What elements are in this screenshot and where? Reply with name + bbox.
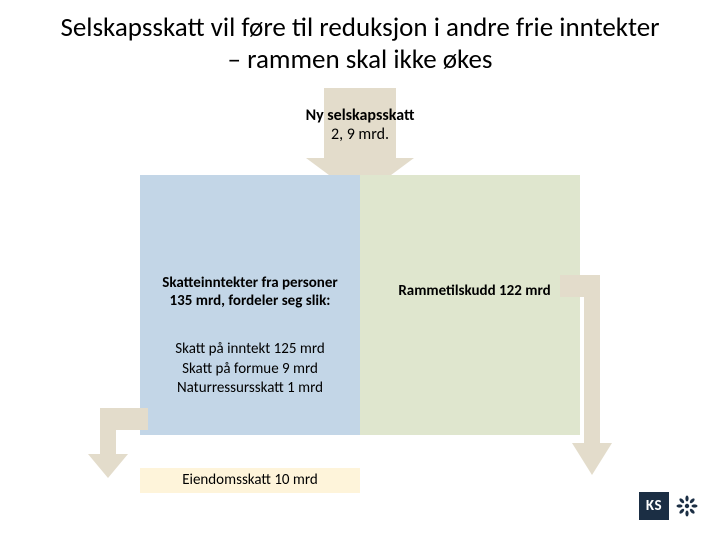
rosette-icon xyxy=(675,494,699,518)
left-box-lines: Skatt på inntekt 125 mrd Skatt på formue… xyxy=(150,340,350,399)
top-arrow-label-line2: 2, 9 mrd. xyxy=(275,125,445,144)
bent-arrow-left-icon xyxy=(88,408,148,478)
top-arrow-label-line1: Ny selskapsskatt xyxy=(306,106,415,125)
ks-logo-text: KS xyxy=(639,492,669,520)
left-box-heading: Skatteinntekter fra personer 135 mrd, fo… xyxy=(150,274,350,310)
bent-arrow-right-icon xyxy=(560,275,620,475)
slide-title: Selskapsskatt vil føre til reduksjon i a… xyxy=(55,12,665,77)
left-box-line: Skatt på inntekt 125 mrd xyxy=(150,340,350,360)
eiendom-strip: Eiendomsskatt 10 mrd xyxy=(140,468,360,493)
right-box-label: Rammetilskudd 122 mrd xyxy=(382,282,567,300)
ks-logo: KS xyxy=(638,492,700,520)
top-arrow-label: Ny selskapsskatt 2, 9 mrd. xyxy=(275,106,445,144)
left-box-line: Skatt på formue 9 mrd xyxy=(150,360,350,380)
right-box xyxy=(360,175,580,435)
left-box-line: Naturressursskatt 1 mrd xyxy=(150,379,350,399)
